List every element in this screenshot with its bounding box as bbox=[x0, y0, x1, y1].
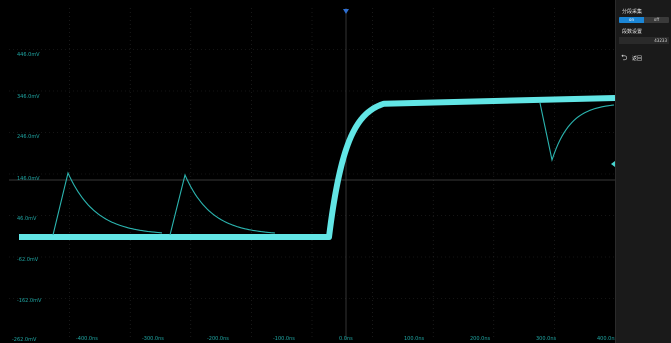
waveform-trace bbox=[19, 95, 615, 240]
time-label: 100.0ns bbox=[404, 336, 425, 342]
return-arrow-icon: ⮌ bbox=[621, 53, 628, 62]
segmented-acquisition-panel: 分段采集 on off 段数设置 43233 ⮌ 返回 bbox=[615, 0, 671, 343]
waveform-canvas bbox=[9, 8, 615, 340]
back-label: 返回 bbox=[632, 55, 643, 62]
back-button[interactable]: ⮌ 返回 bbox=[619, 53, 669, 63]
time-label: -200.0ns bbox=[207, 336, 229, 342]
voltage-label: 246.0mV bbox=[17, 134, 40, 140]
voltage-label: 146.0mV bbox=[17, 176, 40, 182]
segment-count-title: 段数设置 bbox=[622, 29, 643, 35]
grid bbox=[9, 8, 615, 340]
time-label: 0.0ns bbox=[339, 336, 353, 342]
voltage-label: 46.0mV bbox=[17, 216, 37, 222]
time-label: -400.0ns bbox=[76, 336, 98, 342]
voltage-label: 446.0mV bbox=[17, 52, 40, 58]
glitch-trace bbox=[52, 102, 615, 236]
toggle-on-option[interactable]: on bbox=[619, 17, 644, 23]
trigger-position-marker[interactable] bbox=[343, 9, 349, 14]
voltage-label: -162.0mV bbox=[17, 298, 42, 304]
time-label: -300.0ns bbox=[142, 336, 164, 342]
time-label: -100.0ns bbox=[273, 336, 295, 342]
segment-acquire-title: 分段采集 bbox=[622, 9, 643, 15]
time-label: 400.0ns bbox=[597, 336, 618, 342]
center-axes bbox=[9, 8, 615, 340]
time-label: 200.0ns bbox=[470, 336, 491, 342]
waveform-display[interactable] bbox=[9, 8, 615, 340]
trigger-level-marker[interactable] bbox=[611, 161, 615, 167]
toggle-off-option[interactable]: off bbox=[653, 17, 660, 22]
segment-acquire-toggle[interactable]: on off bbox=[619, 17, 669, 23]
voltage-label: 346.0mV bbox=[17, 94, 40, 100]
segment-count-field[interactable]: 43233 bbox=[619, 37, 669, 44]
time-label: 300.0ns bbox=[536, 336, 557, 342]
voltage-label: -262.0mV bbox=[12, 337, 37, 343]
voltage-label: -62.0mV bbox=[17, 257, 39, 263]
